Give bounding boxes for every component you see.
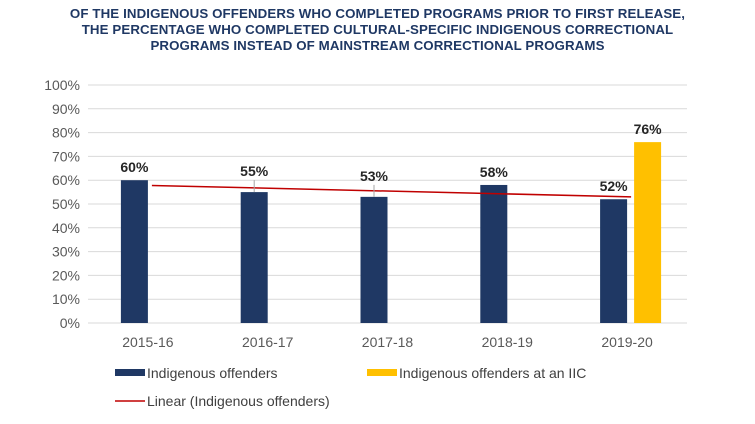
y-tick-label: 10% [52,291,80,307]
legend: Indigenous offenders Indigenous offender… [115,365,586,409]
data-label-indigenous-offenders: 53% [360,168,389,184]
bars [120,142,662,323]
chart-title-line-1: OF THE INDIGENOUS OFFENDERS WHO COMPLETE… [69,6,686,21]
x-tick-label: 2015-16 [122,334,174,350]
chart-title-line-2: THE PERCENTAGE WHO COMPLETED CULTURAL-SP… [81,22,674,37]
bar-indigenous-offenders [480,184,508,323]
x-tick-label: 2019-20 [601,334,653,350]
y-tick-label: 40% [52,220,80,236]
y-tick-label: 0% [60,315,80,331]
bar-indigenous-offenders [600,199,628,323]
data-label-indigenous-offenders: 55% [240,163,269,179]
bar-indigenous-offenders [120,180,148,323]
legend-label-indigenous-offenders: Indigenous offenders [147,365,278,381]
bar-indigenous-offenders [360,196,388,323]
data-label-iic: 76% [634,121,663,137]
y-tick-label: 80% [52,125,80,141]
bar-indigenous-offenders [240,192,268,323]
bar-iic [634,142,662,323]
y-tick-label: 20% [52,267,80,283]
legend-label-linear: Linear (Indigenous offenders) [147,393,330,409]
chart-title: OF THE INDIGENOUS OFFENDERS WHO COMPLETE… [0,6,755,54]
data-label-indigenous-offenders: 52% [600,178,629,194]
data-label-indigenous-offenders: 60% [120,159,149,175]
y-tick-label: 70% [52,148,80,164]
y-tick-label: 60% [52,172,80,188]
legend-swatch-iic [367,369,397,376]
y-tick-label: 30% [52,244,80,260]
x-axis: 2015-16 2016-17 2017-18 2018-19 2019-20 [122,334,653,350]
trendline-group [151,184,632,198]
legend-swatch-indigenous-offenders [115,369,145,376]
chart-title-line-3: PROGRAMS INSTEAD OF MAINSTREAM CORRECTIO… [150,38,605,53]
y-tick-label: 100% [44,77,80,93]
legend-label-iic: Indigenous offenders at an IIC [399,365,586,381]
y-axis: 0% 10% 20% 30% 40% 50% 60% 70% 80% 90% 100% [44,77,80,331]
y-tick-label: 90% [52,101,80,117]
y-tick-label: 50% [52,196,80,212]
trendline-linear [151,184,632,198]
data-label-indigenous-offenders: 58% [480,164,509,180]
x-tick-label: 2018-19 [482,334,534,350]
data-labels: 60% 55% 53% 58% 52% 76% [120,121,662,197]
x-tick-label: 2016-17 [242,334,294,350]
x-tick-label: 2017-18 [362,334,414,350]
